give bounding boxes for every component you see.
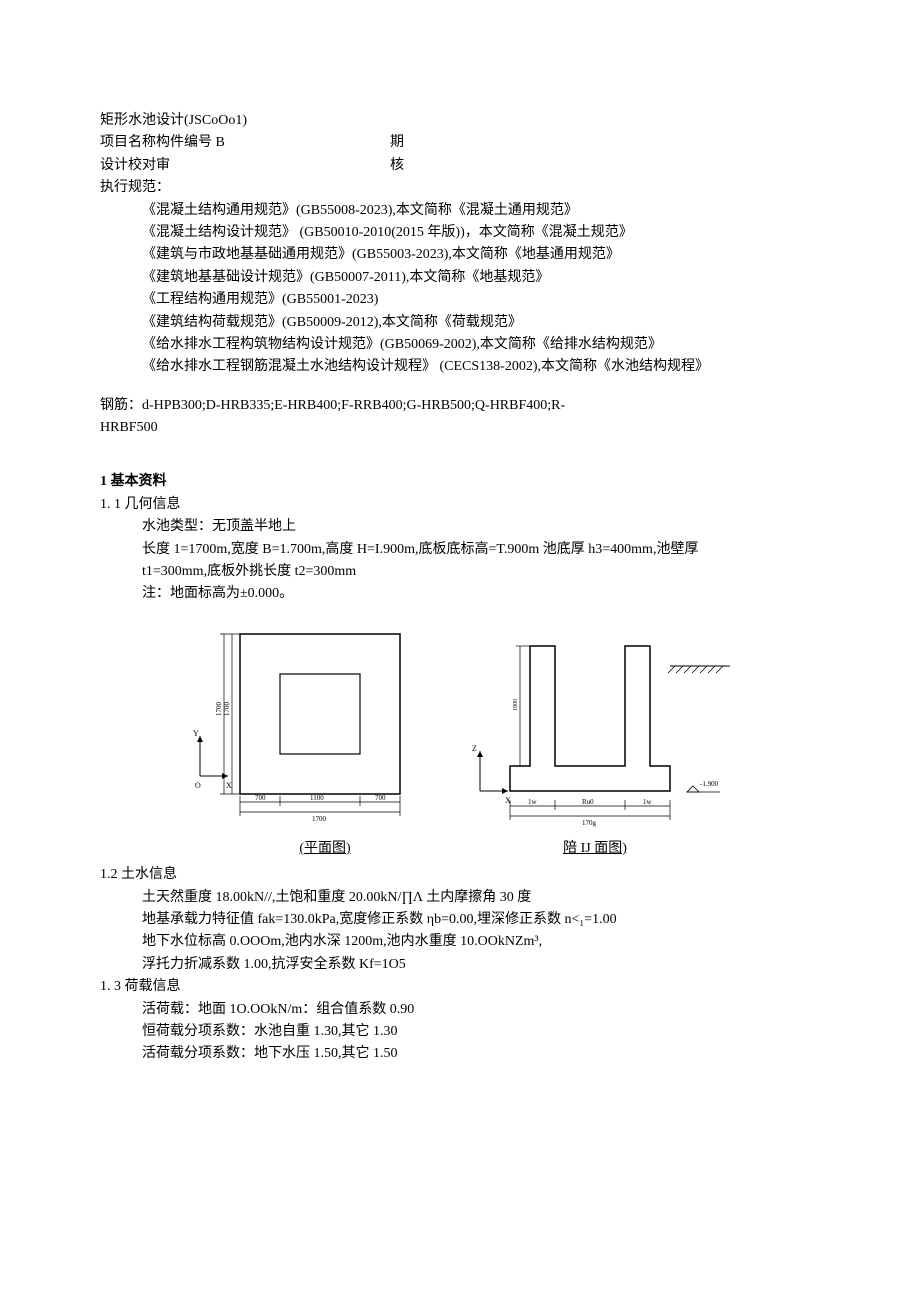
dim-wall-h: 1900 (513, 699, 519, 711)
s13-line: 恒荷载分项系数：水池自重 1.30,其它 1.30 (142, 1021, 820, 1043)
axis-o-label: O (195, 781, 201, 790)
steel-line-1: 钢筋：d-HPB300;D-HRB335;E-HRB400;F-RRB400;G… (100, 395, 820, 417)
s12-line: 浮托力折减系数 1.00,抗浮安全系数 Kf=1O5 (142, 954, 820, 976)
s13-line: 活荷载：地面 1O.OOkN/m：组合值系数 0.90 (142, 999, 820, 1021)
spec-item: 《给水排水工程钢筋混凝土水池结构设计规程》 (CECS138-2002),本文简… (142, 356, 820, 378)
spec-item: 《混凝土结构通用规范》(GB55008-2023),本文简称《混凝土通用规范》 (142, 200, 820, 222)
dim-b-total: 1700 (312, 815, 327, 823)
spec-item: 《建筑结构荷载规范》(GB50009-2012),本文简称《荷载规范》 (142, 312, 820, 334)
project-component-label: 项目名称构件编号 B (100, 132, 390, 154)
section-1-3-title: 1. 3 荷载信息 (100, 976, 820, 998)
dim-left-1: 1700 (223, 701, 231, 716)
spec-item: 《建筑与市政地基基础通用规范》(GB55003-2023),本文简称《地基通用规… (142, 244, 820, 266)
dim-s-seg2: Ru0 (582, 798, 594, 806)
steel-line-2: HRBF500 (100, 417, 820, 439)
section-1-2-title: 1.2 土水信息 (100, 864, 820, 886)
section-1-1-title: 1. 1 几何信息 (100, 494, 820, 516)
specs-heading: 执行规范： (100, 177, 820, 199)
axis-y-label: Y (193, 729, 199, 738)
elev-right: -1.900 (700, 780, 719, 788)
spec-item: 《工程结构通用规范》(GB55001-2023) (142, 289, 820, 311)
spec-item: 《给水排水工程构筑物结构设计规范》(GB50069-2002),本文简称《给排水… (142, 334, 820, 356)
s11-line: t1=300mm,底板外挑长度 t2=300mm (142, 561, 820, 583)
s13-line: 活荷载分项系数：地下水压 1.50,其它 1.50 (142, 1043, 820, 1065)
dim-s-total: 170g (582, 819, 597, 827)
s12-line: 地基承载力特征值 fak=130.0kPa,宽度修正系数 ηb=0.00,埋深修… (142, 909, 820, 931)
s12-line: 土天然重度 18.00kN//,土饱和重度 20.00kN/∏Λ 土内摩擦角 3… (142, 887, 820, 909)
phase-label: 期 (390, 132, 404, 154)
dim-b-seg2: 1100 (310, 794, 324, 802)
axis-x-label: X (226, 781, 232, 790)
s11-line: 注：地面标高为±0.000。 (142, 583, 820, 605)
dim-left-2: 1700 (215, 701, 223, 716)
s11-line: 水池类型：无顶盖半地上 (142, 516, 820, 538)
plan-figure: O X Y 1700 1700 700 1100 700 (180, 616, 440, 836)
section-1-title: 1 基本资料 (100, 471, 820, 493)
axis-z-label: Z (472, 744, 477, 753)
specs-list: 《混凝土结构通用规范》(GB55008-2023),本文简称《混凝土通用规范》 … (100, 200, 820, 379)
section-figure: X Z -1.900 1w Ru0 1w 170g (450, 616, 740, 836)
dim-s-seg1: 1w (528, 798, 538, 806)
spec-item: 《建筑地基基础设计规范》(GB50007-2011),本文简称《地基规范》 (142, 267, 820, 289)
spec-item: 《混凝土结构设计规范》 (GB50010-2010(2015 年版))，本文简称… (142, 222, 820, 244)
approve-label: 核 (390, 155, 404, 177)
s11-line: 长度 1=1700m,宽度 B=1.700m,高度 H=I.900m,底板底标高… (142, 539, 820, 561)
caption-plan: (平面图) (195, 838, 455, 860)
s12-line: 地下水位标高 0.OOOm,池内水深 1200m,池内水重度 10.OOkNZm… (142, 931, 820, 953)
design-check-label: 设计校对审 (100, 155, 390, 177)
dim-b-seg1: 700 (255, 794, 266, 802)
doc-title: 矩形水池设计(JSCoOo1) (100, 110, 820, 132)
dim-s-seg3: 1w (643, 798, 653, 806)
caption-section: 陪 IJ 面图) (465, 838, 725, 860)
dim-b-seg3: 700 (375, 794, 386, 802)
